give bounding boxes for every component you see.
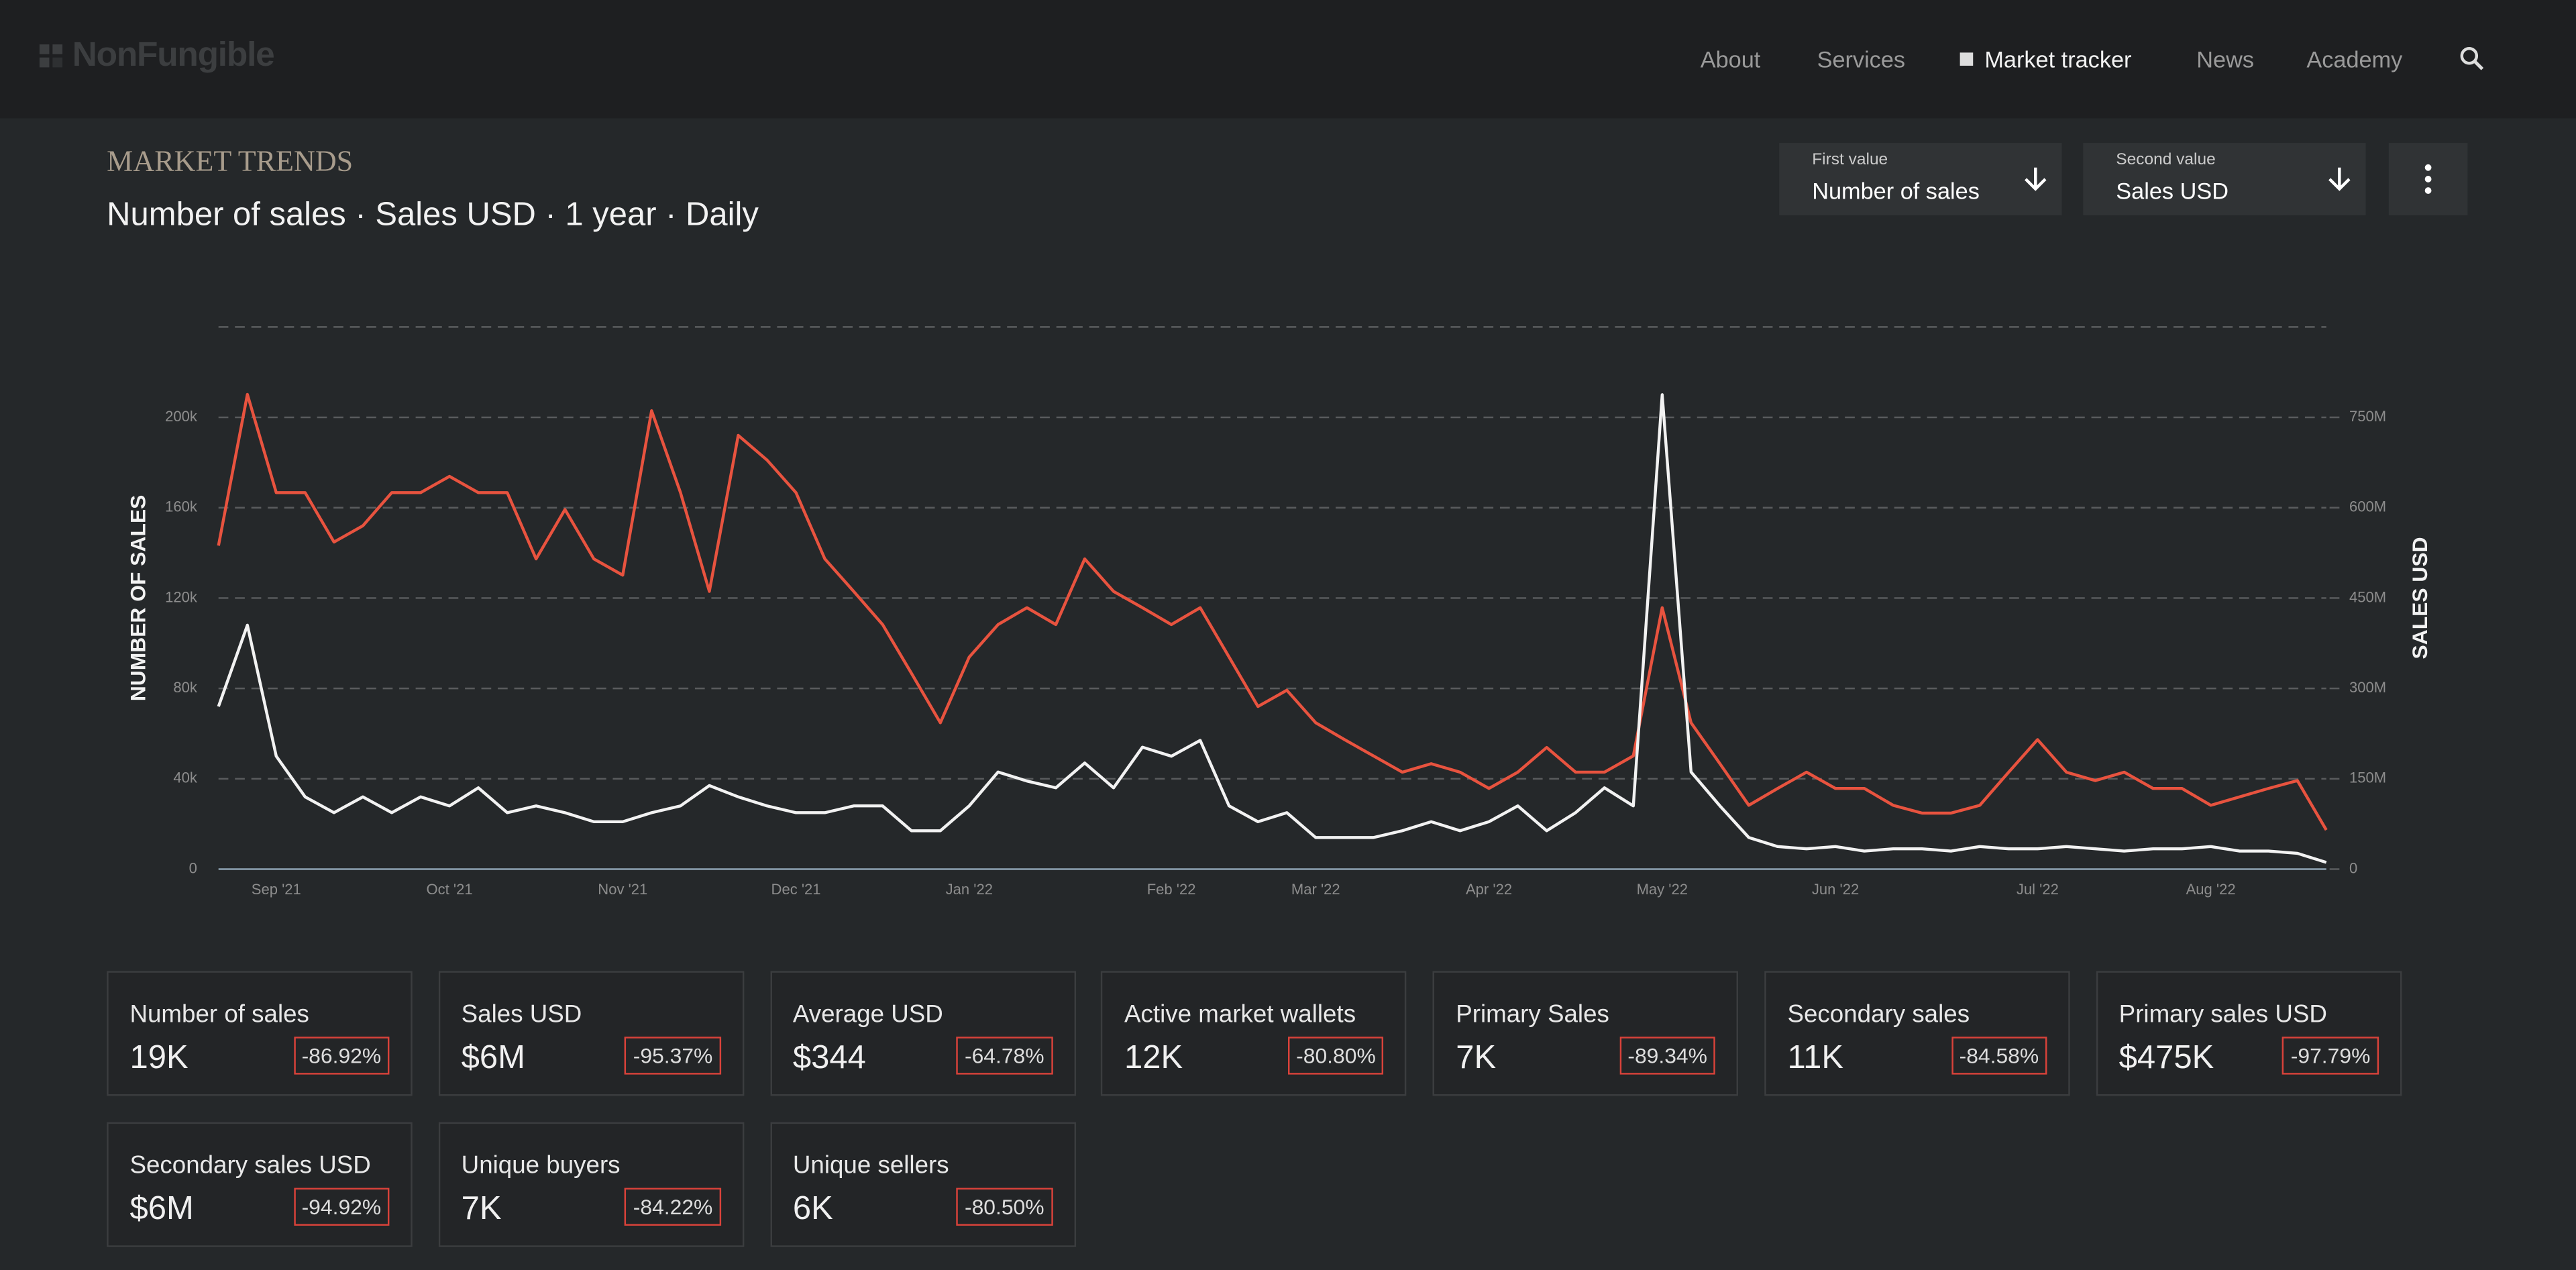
arrow-icon — [2025, 167, 2047, 191]
menu-button[interactable] — [2388, 143, 2468, 215]
arrow-icon — [2328, 167, 2351, 191]
stat-card: Active market wallets 12K -80.80% — [1101, 971, 1407, 1096]
stat-value: 19K — [129, 1040, 189, 1077]
stat-change: -97.79% — [2282, 1037, 2379, 1075]
x-tick-label: May '22 — [1637, 881, 1688, 898]
stat-value: $6M — [461, 1040, 525, 1077]
x-tick-label: Dec '21 — [771, 881, 821, 898]
y-tick-label: 80k — [173, 679, 198, 696]
y-tick-label: 120k — [165, 588, 198, 605]
y-tick-label: 40k — [173, 770, 198, 786]
nav-item[interactable]: Market tracker — [1984, 46, 2132, 72]
chart-subtitle: Number of sales · Sales USD · 1 year · D… — [107, 197, 759, 233]
stat-change: -64.78% — [956, 1037, 1053, 1075]
stat-change: -94.92% — [293, 1187, 390, 1226]
y-tick-label: 160k — [165, 498, 198, 515]
stat-label: Unique buyers — [461, 1151, 621, 1180]
y2-tick-label: 450M — [2349, 588, 2386, 605]
nav-item[interactable]: About — [1700, 46, 1761, 72]
stat-value: $344 — [792, 1040, 866, 1077]
stat-label: Number of sales — [129, 1000, 309, 1029]
stat-label: Sales USD — [461, 1000, 582, 1029]
nav-item[interactable]: News — [2196, 46, 2255, 72]
stat-card: Sales USD $6M -95.37% — [438, 971, 744, 1096]
stat-card: Secondary sales USD $6M -94.92% — [107, 1122, 413, 1247]
stat-label: Secondary sales — [1787, 1000, 1970, 1029]
stat-change: -84.58% — [1951, 1037, 2047, 1075]
stat-change: -80.80% — [1287, 1037, 1384, 1075]
stat-label: Primary sales USD — [2118, 1000, 2327, 1029]
section-title: MARKET TRENDS — [107, 144, 354, 178]
dropdown-value: Sales USD — [2116, 177, 2229, 204]
stat-card: Unique buyers 7K -84.22% — [438, 1122, 744, 1247]
stat-value: $6M — [129, 1191, 194, 1228]
stat-card: Secondary sales 11K -84.58% — [1764, 971, 2070, 1096]
first-value-dropdown[interactable]: First value Number of sales — [1779, 143, 2062, 215]
stat-change: -95.37% — [625, 1037, 721, 1075]
y2-tick-label: 600M — [2349, 498, 2386, 515]
y2-tick-label: 300M — [2349, 679, 2386, 696]
dropdown-label: Second value — [2116, 151, 2216, 170]
search-icon[interactable] — [2459, 46, 2485, 72]
y2-tick-label: 0 — [2349, 859, 2357, 876]
logo[interactable]: NonFungible — [72, 36, 275, 74]
y-tick-label: 0 — [189, 859, 197, 876]
active-indicator — [1960, 52, 1974, 66]
stat-value: 7K — [1456, 1040, 1497, 1077]
stat-label: Secondary sales USD — [129, 1151, 371, 1180]
stat-value: $475K — [2118, 1040, 2214, 1077]
x-tick-label: Jul '22 — [2017, 881, 2059, 898]
header — [0, 0, 2576, 119]
x-tick-label: Aug '22 — [2186, 881, 2236, 898]
stat-label: Primary Sales — [1456, 1000, 1609, 1029]
stat-value: 11K — [1787, 1040, 1844, 1077]
y2-axis-title: SALES USD — [2408, 537, 2432, 659]
series-line — [217, 393, 2327, 864]
menu-icon — [2424, 164, 2432, 194]
x-tick-label: Jun '22 — [1812, 881, 1859, 898]
stat-label: Average USD — [792, 1000, 943, 1029]
y-tick-label: 200k — [165, 408, 198, 425]
logo-icon — [39, 44, 63, 68]
x-tick-label: Oct '21 — [426, 881, 472, 898]
series-line — [217, 392, 2328, 831]
x-tick-label: Apr '22 — [1466, 881, 1512, 898]
stat-card: Number of sales 19K -86.92% — [107, 971, 413, 1096]
nav-item[interactable]: Services — [1817, 46, 1906, 72]
dropdown-label: First value — [1812, 151, 1888, 170]
stat-card: Average USD $344 -64.78% — [769, 971, 1076, 1096]
stat-label: Unique sellers — [792, 1151, 949, 1180]
x-tick-label: Sep '21 — [252, 881, 301, 898]
nav-item[interactable]: Academy — [2306, 46, 2403, 72]
dropdown-value: Number of sales — [1812, 177, 1980, 204]
chart: 0 40k 80k 120k 160k 200k 0 150M 300M 450M 600M 750M… — [126, 326, 2432, 898]
stat-change: -89.34% — [1619, 1037, 1716, 1075]
x-tick-label: Mar '22 — [1291, 881, 1340, 898]
y-axis-title: NUMBER OF SALES — [126, 495, 150, 702]
stat-value: 6K — [792, 1191, 833, 1228]
y2-tick-label: 150M — [2349, 770, 2386, 786]
x-tick-label: Feb '22 — [1147, 881, 1196, 898]
stat-label: Active market wallets — [1124, 1000, 1356, 1029]
stat-card: Unique sellers 6K -80.50% — [769, 1122, 1076, 1247]
stat-card: Primary sales USD $475K -97.79% — [2096, 971, 2402, 1096]
x-tick-label: Jan '22 — [946, 881, 993, 898]
stat-card: Primary Sales 7K -89.34% — [1432, 971, 1739, 1096]
stat-value: 7K — [461, 1191, 502, 1228]
x-tick-label: Nov '21 — [598, 881, 647, 898]
stat-change: -86.92% — [293, 1037, 390, 1075]
stat-value: 12K — [1124, 1040, 1183, 1077]
stat-change: -80.50% — [956, 1187, 1053, 1226]
second-value-dropdown[interactable]: Second value Sales USD — [2083, 143, 2366, 215]
y2-tick-label: 750M — [2349, 408, 2386, 425]
stat-change: -84.22% — [625, 1187, 721, 1226]
